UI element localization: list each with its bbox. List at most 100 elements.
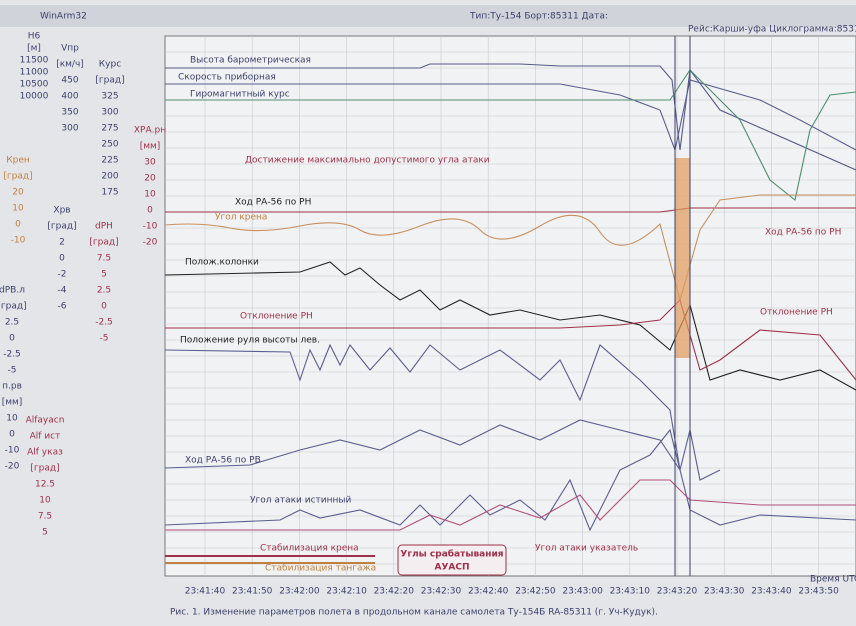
caption: Рис. 1. Изменение параметров полета в пр…: [170, 608, 658, 618]
axis-label: 0: [101, 302, 107, 312]
app-name: WinArm32: [40, 12, 87, 22]
axis-label: Vпр: [61, 44, 79, 54]
curve-label: Ход РА-56 по РН: [765, 228, 841, 238]
axis-label: 7.5: [97, 254, 111, 264]
axis-label: 20: [12, 188, 24, 198]
axis-label: 200: [101, 172, 118, 182]
axis-label: 11000: [20, 68, 49, 78]
axis-label: -5: [100, 334, 109, 344]
axis-label: 225: [101, 156, 118, 166]
axis-label: 12.5: [35, 480, 55, 490]
time-tick-label: 23:41:40: [185, 587, 226, 597]
time-tick-label: 23:43:00: [562, 587, 603, 597]
axis-label: 10500: [20, 80, 49, 90]
axis-label: dPB.л: [0, 286, 25, 296]
curve-label: Полож.колонки: [185, 258, 259, 268]
axis-label: 7.5: [38, 512, 52, 522]
axis-label: 275: [101, 124, 118, 134]
callout-box: [397, 544, 507, 576]
axis-label: [град]: [47, 222, 76, 232]
axis-label: 250: [101, 140, 118, 150]
axis-label: 400: [61, 92, 78, 102]
axis-label: [град]: [30, 464, 59, 474]
axis-label: Alfayacn: [26, 416, 65, 426]
curve-label: Угол атаки указатель: [535, 544, 638, 554]
axis-label: dPH: [95, 222, 113, 232]
time-tick-label: 23:43:30: [704, 587, 745, 597]
course-curve: [165, 69, 856, 201]
curve-label: Гиромагнитный курс: [190, 90, 290, 100]
curve-label: Высота барометрическая: [190, 56, 311, 66]
axis-label: -2.5: [3, 350, 21, 360]
flight-info: Рейс:Карши-уфа Циклограмма:85311: [688, 25, 856, 35]
axis-label: 10: [144, 190, 156, 200]
curve-label: Достижение максимально допустимого угла …: [245, 156, 490, 166]
axis-label: 0: [59, 254, 65, 264]
curve-label: Ход РА-56 по РН: [235, 198, 311, 208]
axis-label: -4: [58, 286, 67, 296]
axis-label: 300: [101, 108, 118, 118]
axis-label: -20: [143, 238, 158, 248]
axis-label: -2.5: [95, 318, 113, 328]
axis-label: 5: [42, 528, 48, 538]
curve-label: Скорость приборная: [178, 73, 276, 83]
axis-label: Alf указ: [27, 448, 63, 458]
axis-label: 0: [147, 206, 153, 216]
time-tick-label: 23:43:10: [610, 587, 651, 597]
axis-label: 30: [144, 158, 156, 168]
axis-label: [м]: [27, 44, 41, 54]
axis-label: -5: [8, 366, 17, 376]
title-bar: [0, 5, 856, 27]
axis-label: 10: [12, 204, 24, 214]
axis-label: 0: [15, 220, 21, 230]
axis-label: Хрв: [53, 206, 70, 216]
callout-text: Углы срабатывания: [400, 549, 503, 560]
time-tick-label: 23:42:30: [421, 587, 462, 597]
axis-label: [град]: [89, 238, 118, 248]
time-tick-label: 23:43:50: [798, 587, 839, 597]
roll-curve: [164, 194, 856, 303]
axis-label: 450: [61, 76, 78, 86]
axis-label: [км/ч]: [56, 60, 84, 70]
axis-label: 0: [9, 334, 15, 344]
curve-label: Стабилизация крена: [260, 544, 359, 554]
axis-label: [град]: [0, 302, 27, 312]
axis-label: [мм]: [140, 142, 161, 152]
time-tick-label: 23:42:40: [468, 587, 509, 597]
ra56-rv-curve: [164, 419, 681, 471]
curve-label: Ход РА-56 по РВ: [185, 456, 261, 466]
curve-label: Угол атаки истинный: [250, 496, 352, 506]
time-tick-label: 23:41:50: [232, 587, 273, 597]
time-tick-label: 23:42:50: [515, 587, 556, 597]
time-tick-label: 23:42:20: [374, 587, 415, 597]
axis-label: 11500: [20, 56, 49, 66]
axis-label: 325: [101, 92, 118, 102]
axis-label: -10: [143, 222, 158, 232]
axis-label: 10000: [20, 92, 49, 102]
axis-label: Alf ист: [30, 432, 61, 442]
callout-text: АУАСП: [434, 563, 469, 573]
curve-label: Стабилизация тангажа: [265, 564, 376, 574]
axis-label: -6: [58, 302, 67, 312]
time-tick-label: 23:42:10: [326, 587, 367, 597]
axis-label: 0: [9, 430, 15, 440]
column-curve: [164, 261, 856, 391]
axis-label: 2.5: [5, 318, 19, 328]
axis-label: 5: [101, 270, 107, 280]
curves: [164, 63, 856, 564]
time-tick-label: 23:43:20: [657, 587, 698, 597]
axis-label: 175: [101, 188, 118, 198]
curve-label: Положение руля высоты лев.: [180, 336, 320, 346]
curve-label: Отклонение РН: [760, 308, 833, 318]
event-band: [675, 158, 690, 358]
axis-label: 2: [59, 238, 65, 248]
axis-label: Н6: [28, 32, 41, 42]
time-tick-label: 23:42:00: [279, 587, 320, 597]
aircraft-info: Тип:Ту-154 Борт:85311 Дата:: [469, 12, 608, 22]
axis-label: -20: [5, 462, 20, 472]
axis-label: -10: [11, 236, 26, 246]
curve-label: Угол крена: [215, 213, 267, 223]
axis-label: -2: [58, 270, 67, 280]
axis-label: [град]: [95, 76, 124, 86]
